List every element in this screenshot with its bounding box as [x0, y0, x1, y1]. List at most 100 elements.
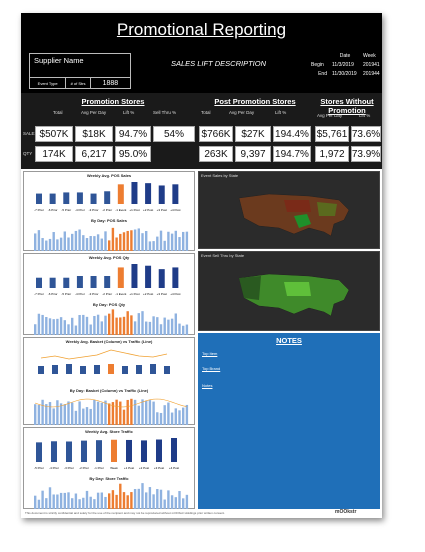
- daily-bar: [85, 316, 89, 335]
- weekly-tick-label: -2 Prior: [102, 292, 112, 296]
- daily-bar: [108, 403, 111, 425]
- basket-bar: [150, 364, 156, 374]
- notes-link[interactable]: Notes: [202, 383, 213, 388]
- daily-bar: [185, 404, 189, 425]
- weekly-bar: [90, 193, 97, 204]
- daily-bar: [59, 317, 63, 335]
- daily-bar: [159, 324, 163, 335]
- week-header: Week: [363, 53, 376, 59]
- daily-bar: [137, 228, 140, 251]
- weekly-bar: [131, 264, 138, 288]
- weekly-tick-label: -3 Prior: [89, 292, 99, 296]
- weekly-tick-label: -7 Prior: [34, 208, 44, 212]
- daily-bar: [37, 404, 41, 425]
- map-sales-title: Event Sales by State: [201, 173, 239, 178]
- sales-lift-description: SALES LIFT DESCRIPTION: [171, 59, 267, 68]
- weekly-tick-label: +2 Post: [139, 466, 149, 470]
- basket-bar: [66, 364, 72, 374]
- without-col-lift: Lift %: [359, 113, 371, 118]
- daily-bar: [45, 240, 48, 251]
- daily-bar: [96, 492, 100, 509]
- daily-bar: [163, 405, 166, 425]
- post-sales-avg: $27K: [235, 126, 271, 142]
- num-stores-label: # of Strs: [66, 77, 91, 88]
- daily-bar: [141, 483, 144, 509]
- weekly-bar: [36, 442, 42, 462]
- daily-bar: [111, 227, 115, 251]
- us-map-sales: [238, 193, 350, 237]
- daily-traffic-title: By Day: Store Traffic: [89, 476, 129, 481]
- us-map-sellthru: [238, 273, 350, 317]
- weekly-bar: [158, 269, 165, 288]
- daily-bar: [141, 233, 144, 251]
- kpi-strip: Promotion Stores Post Promotion Stores S…: [21, 93, 382, 169]
- report-header: Promotional Reporting Supplier Name Even…: [21, 13, 382, 93]
- daily-bar: [100, 492, 103, 509]
- daily-bar: [167, 402, 170, 425]
- event-sales-map[interactable]: Event Sales by State: [198, 171, 380, 249]
- daily-bar: [34, 495, 37, 509]
- notes-title: NOTES: [276, 336, 302, 345]
- footer-disclaimer: This document is strictly confidential a…: [25, 511, 225, 515]
- weekly-bar: [49, 277, 56, 288]
- without-sales-lift: 73.6%: [351, 126, 381, 142]
- daily-bar: [148, 400, 152, 425]
- row-qty-label: QTY: [23, 151, 33, 156]
- col-lift: Lift %: [123, 110, 135, 115]
- weekly-qty-chart: -7 Prior -6 Prior -5 Prior -4 Prior -3 Prior…: [34, 264, 181, 296]
- weekly-sales-chart: -7 Prior -6 Prior -5 Prior -4 Prior -3 Prior…: [34, 182, 181, 212]
- daily-bar: [59, 492, 63, 509]
- weekly-tick-label: +4 Post: [170, 208, 180, 212]
- daily-bar: [178, 410, 181, 425]
- daily-bar: [52, 232, 55, 251]
- daily-bar: [52, 494, 55, 509]
- daily-bar: [63, 231, 66, 251]
- daily-bar: [185, 324, 189, 335]
- promo-stores-title: Promotion Stores: [81, 97, 145, 106]
- weekly-bar: [145, 265, 152, 288]
- daily-bar: [152, 316, 155, 335]
- weekly-bar: [49, 193, 56, 204]
- daily-bar: [122, 316, 126, 335]
- end-week: 201944: [363, 71, 380, 77]
- weekly-bar: [141, 440, 147, 462]
- supplier-box[interactable]: Supplier Name Event Type # of Strs 1888: [29, 53, 131, 89]
- daily-bar: [119, 233, 122, 251]
- weekly-bar: [81, 440, 87, 462]
- daily-bar: [178, 491, 181, 509]
- daily-bar: [122, 492, 126, 509]
- date-header: Date: [339, 53, 351, 59]
- daily-bar: [130, 230, 133, 251]
- weekly-tick-label: +2 Post: [143, 208, 153, 212]
- basket-bar: [122, 366, 128, 374]
- daily-bar: [163, 240, 166, 251]
- event-sellthru-map[interactable]: Event Sell Thru by State: [198, 251, 380, 331]
- weekly-tick-label: +3 Post: [157, 292, 167, 296]
- weekly-basket-title: Weekly Avg. Basket (Column) vs Traffic (…: [65, 339, 153, 344]
- without-qty-avg: 1,972: [315, 146, 349, 162]
- post-col-lift: Lift %: [275, 110, 287, 115]
- daily-bar: [185, 231, 189, 251]
- without-qty-lift: 73.9%: [351, 146, 381, 162]
- daily-bar: [130, 492, 133, 509]
- end-date: 11/30/2019: [332, 71, 357, 77]
- daily-bar: [63, 320, 66, 335]
- row-sales-label: SALES: [23, 131, 38, 136]
- daily-bar: [156, 317, 159, 335]
- daily-bar: [141, 311, 144, 335]
- daily-bar: [100, 321, 103, 335]
- weekly-bar: [117, 184, 124, 204]
- daily-basket-title: By Day: Basket (Column) vs Traffic (Line…: [69, 388, 149, 393]
- daily-bar: [63, 404, 66, 425]
- weekly-tick-label: Week: [110, 466, 118, 470]
- end-label: End: [318, 71, 327, 77]
- top-brand-link[interactable]: Top Brand: [202, 366, 221, 371]
- weekly-tick-label: -2 Prior: [102, 208, 112, 212]
- daily-bar: [37, 230, 41, 251]
- post-sales-total: $766K: [199, 126, 233, 142]
- top-item-link[interactable]: Top Item: [202, 351, 218, 356]
- daily-bar: [82, 497, 85, 509]
- daily-bar: [52, 408, 55, 425]
- daily-bar: [122, 232, 126, 251]
- daily-bar: [174, 408, 177, 425]
